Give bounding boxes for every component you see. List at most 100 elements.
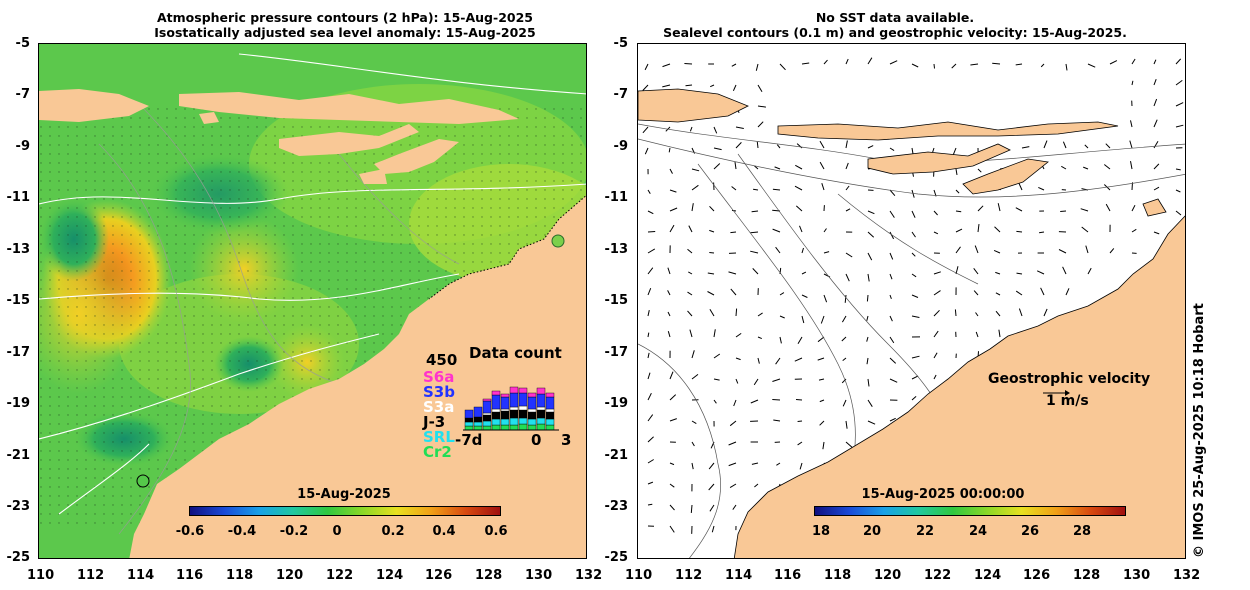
velocity-arrow <box>707 291 715 296</box>
x-tick: 130 <box>525 568 553 583</box>
velocity-arrow <box>779 336 782 344</box>
velocity-arrow <box>911 189 915 198</box>
velocity-arrow <box>774 166 781 170</box>
data-count-bar <box>509 392 519 408</box>
velocity-arrow <box>866 357 869 365</box>
y-tick: -23 <box>6 499 31 514</box>
velocity-arrow <box>823 59 828 65</box>
data-count-xzero: 0 <box>531 431 542 449</box>
velocity-arrow <box>709 504 715 512</box>
x-tick: 126 <box>425 568 453 583</box>
velocity-arrow <box>1083 166 1089 170</box>
geostrophic-velocity-map <box>638 44 1185 558</box>
data-count-bar <box>473 421 483 427</box>
velocity-arrow <box>952 147 957 155</box>
velocity-arrow <box>801 247 804 254</box>
velocity-arrow <box>970 63 979 66</box>
colorbar-tick: 26 <box>1020 524 1040 539</box>
y-tick: -9 <box>15 139 30 154</box>
left-title: Atmospheric pressure contours (2 hPa): 1… <box>40 10 650 40</box>
velocity-arrow <box>911 315 920 318</box>
velocity-arrow <box>933 290 941 296</box>
x-tick: 116 <box>176 568 204 583</box>
velocity-arrow <box>647 248 656 254</box>
data-count-bar <box>509 386 519 394</box>
velocity-arrow <box>685 84 693 87</box>
velocity-arrow <box>994 226 1001 233</box>
mission-label: S3b <box>423 383 455 401</box>
velocity-arrow <box>911 231 916 238</box>
data-count-bar <box>527 392 537 398</box>
velocity-arrow <box>669 462 675 466</box>
velocity-arrow <box>933 231 939 235</box>
velocity-arrow <box>889 294 892 299</box>
velocity-arrow <box>911 63 919 68</box>
velocity-arrow <box>794 357 803 362</box>
velocity-arrow <box>776 144 781 149</box>
y-tick: -5 <box>613 36 628 51</box>
velocity-arrow <box>730 288 737 296</box>
velocity-arrow <box>684 63 693 65</box>
velocity-arrow <box>1131 80 1134 86</box>
velocity-arrow <box>729 483 737 489</box>
y-tick: -17 <box>6 345 31 360</box>
velocity-arrow <box>797 420 803 422</box>
velocity-arrow <box>801 315 805 324</box>
velocity-arrow <box>732 504 737 510</box>
data-count-bar <box>482 425 492 431</box>
velocity-arrow <box>818 378 825 381</box>
velocity-arrow <box>691 203 694 212</box>
velocity-arrow <box>973 267 979 275</box>
data-count-bar <box>473 406 483 418</box>
velocity-arrow <box>841 315 847 323</box>
colorbar-tick: -0.2 <box>279 524 309 539</box>
velocity-arrow <box>669 483 675 488</box>
data-count-bar <box>500 393 510 398</box>
velocity-arrow <box>889 231 895 240</box>
x-tick: 124 <box>376 568 404 583</box>
velocity-arrow <box>669 394 677 401</box>
data-count-bar <box>545 396 555 410</box>
velocity-arrow <box>751 210 759 213</box>
data-count-bar <box>500 396 510 410</box>
right-map-panel: Geostrophic velocity 1 m/s 15-Aug-2025 0… <box>637 43 1186 559</box>
velocity-arrow <box>817 357 825 361</box>
velocity-arrow <box>1065 288 1070 296</box>
velocity-arrow <box>731 186 737 191</box>
right-title-line1: No SST data available. <box>815 10 975 25</box>
velocity-arrow <box>933 210 938 216</box>
velocity-arrow <box>867 210 875 215</box>
velocity-arrow <box>1016 230 1023 233</box>
velocity-arrow <box>688 271 693 275</box>
velocity-arrow <box>779 63 786 71</box>
velocity-arrow <box>845 208 851 212</box>
y-tick: -13 <box>604 242 629 257</box>
velocity-arrow <box>1131 204 1136 212</box>
velocity-arrow <box>933 309 940 317</box>
velocity-arrow <box>844 294 847 303</box>
velocity-arrow <box>797 441 803 446</box>
velocity-arrow <box>1062 141 1067 149</box>
velocity-arrow <box>933 352 938 359</box>
velocity-arrow <box>1130 161 1133 170</box>
velocity-arrow <box>691 350 695 359</box>
velocity-arrow <box>845 252 853 258</box>
velocity-arrow <box>647 189 651 194</box>
velocity-arrow <box>669 371 674 380</box>
velocity-arrow <box>644 147 649 155</box>
velocity-arrow <box>772 188 781 191</box>
sea-level-anomaly-map <box>39 44 586 558</box>
velocity-arrow <box>1081 226 1089 233</box>
data-count-bar <box>491 424 501 431</box>
data-count-bar <box>509 409 519 419</box>
velocity-arrow <box>731 63 737 67</box>
velocity-arrow <box>845 162 849 170</box>
velocity-arrow <box>669 207 678 212</box>
velocity-arrow <box>689 126 693 132</box>
velocity-arrow <box>1015 63 1023 66</box>
velocity-arrow <box>822 441 825 450</box>
velocity-arrow <box>866 315 869 321</box>
velocity-arrow <box>735 142 742 149</box>
x-tick: 122 <box>326 568 354 583</box>
velocity-arrow <box>842 399 847 407</box>
